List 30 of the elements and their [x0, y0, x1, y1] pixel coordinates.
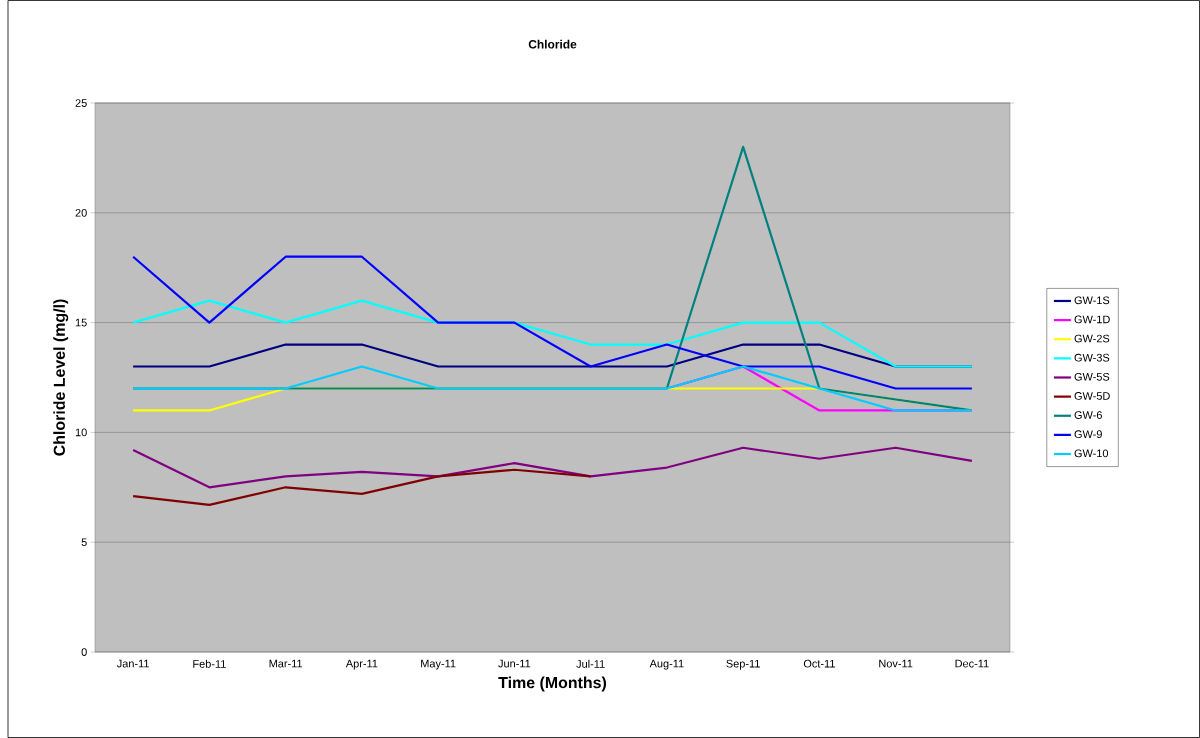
x-tick-label: Aug-11	[649, 659, 684, 670]
x-tick-label: Feb-11	[193, 659, 226, 668]
legend-label: GW-10	[1074, 449, 1109, 458]
legend-label: GW-1D	[1074, 315, 1110, 324]
x-tick-label: Jun-11	[498, 659, 531, 668]
legend-label: GW-6	[1074, 411, 1102, 419]
x-tick-label: May-11	[421, 659, 456, 670]
y-tick-label: 0	[81, 648, 87, 656]
y-tick-label: 25	[75, 99, 87, 107]
legend-label: GW-3S	[1074, 353, 1110, 362]
y-tick-label: 20	[75, 208, 87, 217]
x-tick-label: Sep-11	[726, 659, 760, 670]
legend-label: GW-5D	[1074, 392, 1110, 400]
legend-label: GW-1S	[1074, 296, 1110, 305]
y-tick-label: 10	[75, 428, 87, 437]
x-tick-label: Jul-11	[576, 659, 605, 668]
chart-title: Chloride	[528, 39, 577, 49]
y-tick-label: 15	[75, 318, 87, 327]
y-axis-title: Chloride Level (mg/l)	[53, 299, 69, 456]
x-tick-label: Mar-11	[269, 659, 303, 668]
legend-label: GW-2S	[1074, 334, 1110, 343]
x-tick-label: Oct-11	[803, 659, 835, 668]
x-tick-label: Apr-11	[345, 659, 378, 670]
y-tick-label: 5	[81, 538, 87, 547]
x-axis-title: Time (Months)	[498, 676, 607, 692]
x-tick-label: Nov-11	[879, 659, 913, 668]
legend-label: GW-9	[1074, 430, 1102, 439]
x-tick-label: Jan-11	[116, 659, 149, 668]
x-tick-label: Dec-11	[955, 659, 989, 668]
legend-label: GW-5S	[1074, 372, 1110, 381]
